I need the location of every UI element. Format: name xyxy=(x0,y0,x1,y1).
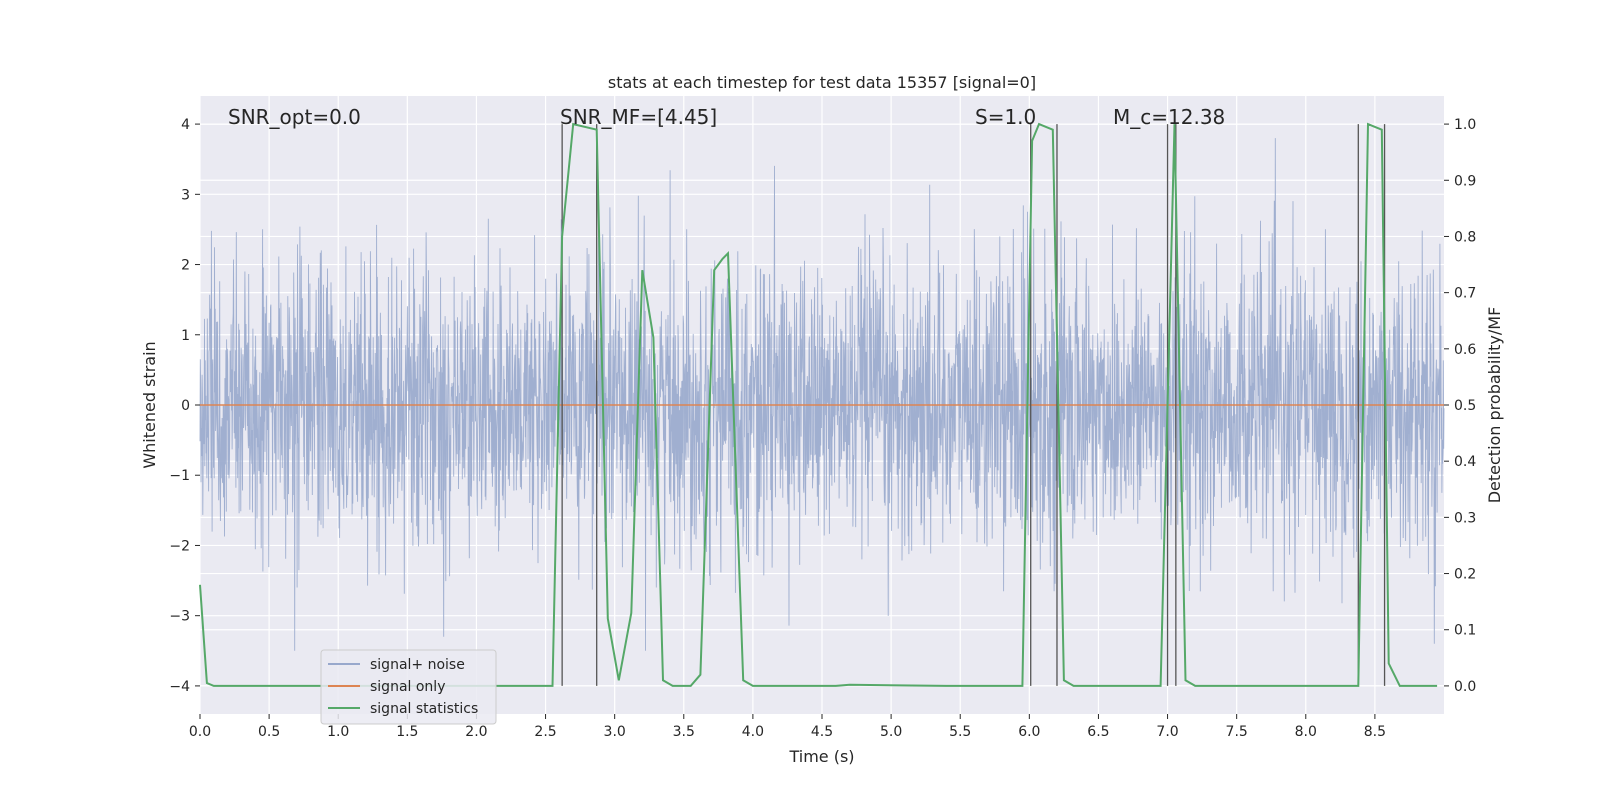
right-y-axis-ticks: 0.0 0.1 0.2 0.3 0.4 0.5 0.6 0.7 0.8 0.9 1.0 xyxy=(1444,117,1476,695)
x-tick-label: 3.5 xyxy=(673,724,695,740)
right-y-tick-label: 1.0 xyxy=(1454,117,1476,133)
x-tick-label: 2.0 xyxy=(465,724,487,740)
x-axis-ticks: 0.0 0.5 1.0 1.5 2.0 2.5 3.0 3.5 4.0 4.5 5.0 5.5 6.0 6… xyxy=(189,714,1386,740)
legend: signal+ noise signal only signal statist… xyxy=(320,649,497,725)
right-y-tick-label: 0.8 xyxy=(1454,229,1476,245)
x-tick-label: 6.0 xyxy=(1018,724,1040,740)
x-tick-label: 0.0 xyxy=(189,724,211,740)
left-y-tick-label: −2 xyxy=(169,538,190,554)
legend-box xyxy=(320,649,497,725)
left-y-tick-label: 1 xyxy=(181,328,190,344)
right-y-tick-label: 0.6 xyxy=(1454,342,1476,358)
x-tick-label: 3.0 xyxy=(604,724,626,740)
annotation-snr-mf-text: SNR_MF=[4.45] xyxy=(560,105,717,129)
left-y-tick-label: −3 xyxy=(169,609,190,625)
right-y-tick-label: 0.4 xyxy=(1454,454,1476,470)
series-signal-statistics xyxy=(199,122,1438,687)
x-tick-label: 5.5 xyxy=(949,724,971,740)
x-tick-label: 0.5 xyxy=(258,724,280,740)
left-y-tick-label: 0 xyxy=(181,398,190,414)
x-tick-label: 4.0 xyxy=(742,724,764,740)
annotation-s: S=1.0 xyxy=(975,105,1036,129)
right-y-tick-label: 0.2 xyxy=(1454,567,1476,583)
right-y-tick-label: 0.5 xyxy=(1454,398,1476,414)
legend-label-signal: signal only xyxy=(370,679,445,695)
left-y-tick-label: −1 xyxy=(169,468,190,484)
legend-label-noise: signal+ noise xyxy=(370,657,465,673)
series-signal-noise xyxy=(199,138,1445,651)
right-y-tick-label: 0.7 xyxy=(1454,286,1476,302)
annotation-snr-opt-text: SNR_opt=0.0 xyxy=(228,105,361,129)
right-y-tick-label: 0.1 xyxy=(1454,623,1476,639)
annotation-mc-text: M_c=12.38 xyxy=(1113,105,1225,129)
x-tick-label: 4.5 xyxy=(811,724,833,740)
right-y-tick-label: 0.0 xyxy=(1454,679,1476,695)
x-tick-label: 5.0 xyxy=(880,724,902,740)
x-tick-label: 8.0 xyxy=(1295,724,1317,740)
annotation-mc: M_c=12.38 xyxy=(1113,105,1225,129)
left-y-tick-label: −4 xyxy=(169,679,190,695)
left-y-axis-ticks: −4 −3 −2 −1 0 1 2 3 4 xyxy=(169,117,200,695)
x-tick-label: 1.0 xyxy=(327,724,349,740)
left-y-tick-label: 3 xyxy=(181,187,190,203)
x-tick-label: 2.5 xyxy=(534,724,556,740)
x-tick-label: 8.5 xyxy=(1364,724,1386,740)
annotation-snr-mf: SNR_MF=[4.45] xyxy=(560,105,717,129)
right-y-tick-label: 0.9 xyxy=(1454,173,1476,189)
left-y-tick-label: 4 xyxy=(181,117,190,133)
left-y-tick-label: 2 xyxy=(181,258,190,274)
right-y-tick-label: 0.3 xyxy=(1454,510,1476,526)
x-tick-label: 7.0 xyxy=(1156,724,1178,740)
x-tick-label: 1.5 xyxy=(396,724,418,740)
x-tick-label: 6.5 xyxy=(1087,724,1109,740)
right-y-axis-label: Detection probability/MF xyxy=(1485,307,1504,504)
left-y-axis-label: Whitened strain xyxy=(140,341,159,468)
noise-trace xyxy=(199,138,1445,651)
x-axis-label: Time (s) xyxy=(788,747,854,766)
legend-label-statistics: signal statistics xyxy=(370,701,478,717)
annotation-s-text: S=1.0 xyxy=(975,105,1036,129)
annotation-snr-opt: SNR_opt=0.0 xyxy=(228,105,361,129)
x-tick-label: 7.5 xyxy=(1226,724,1248,740)
chart-title: stats at each timestep for test data 153… xyxy=(608,73,1036,92)
